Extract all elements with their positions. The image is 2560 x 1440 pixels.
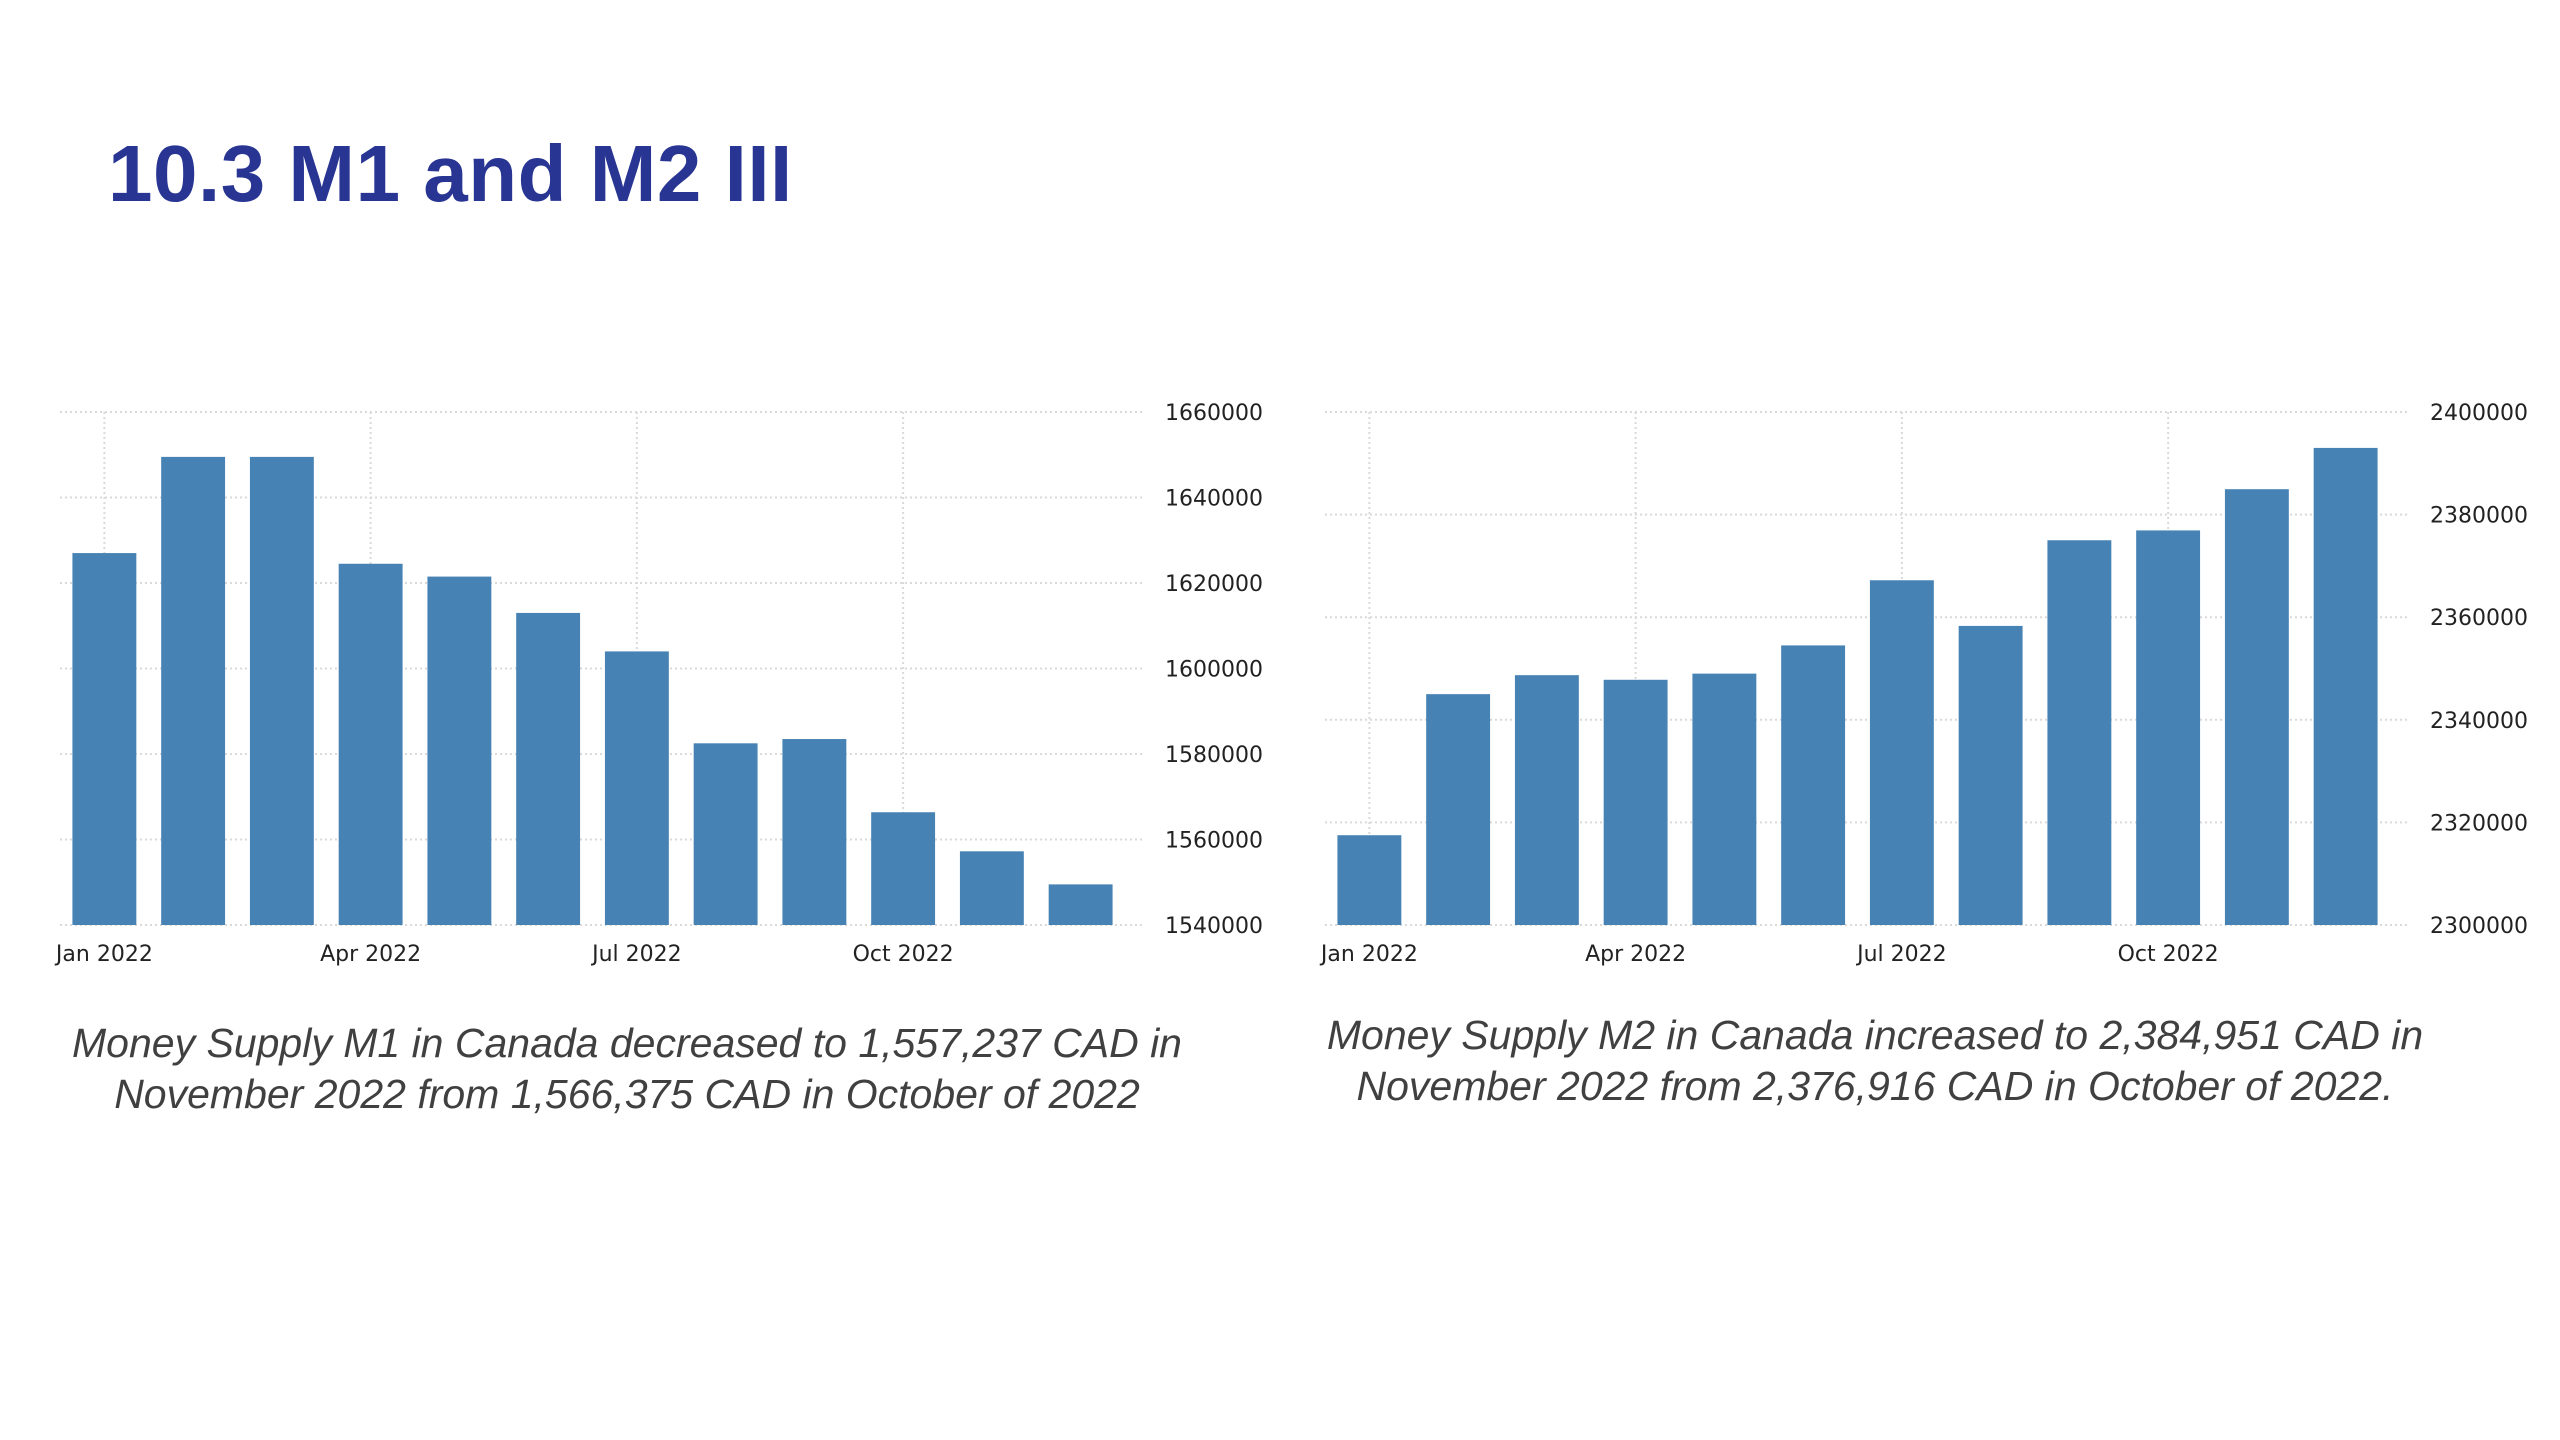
bar: Sep 2022: 1566375 (871, 812, 936, 925)
bar: Jan 2022: 1649500 (161, 456, 226, 925)
y-tick-label: 2340000 (2430, 709, 2528, 734)
bar: Nov 2022: 2384951 (2224, 489, 2289, 925)
bar: Jul 2022: 1582500 (693, 743, 758, 925)
bar: Feb 2022: 2345000 (1426, 694, 1491, 925)
x-tick-label: Jul 2022 (1855, 942, 1947, 967)
x-tick-label: Oct 2022 (853, 942, 954, 967)
bar: Aug 2022: 2358300 (1958, 625, 2023, 925)
bar: Feb 2022: 1649500 (249, 456, 314, 925)
y-tick-label: 1600000 (1165, 658, 1263, 683)
bar: Jun 2022: 2354500 (1781, 645, 1846, 925)
bar: Dec 2022: 2393000 (2313, 447, 2378, 925)
bar: Mar 2022: 2348700 (1514, 675, 1579, 925)
y-tick-label: 1580000 (1165, 743, 1263, 768)
m1-chart-svg: 1540000 1560000 1580000 1600000 1620000 16400… (54, 401, 1263, 967)
bar: Sep 2022: 2375000 (2047, 540, 2112, 925)
m2-chart-svg: 2300000 2320000 2340000 2360000 2380000 24000… (1319, 401, 2528, 967)
bar: Jun 2022: 1604000 (604, 651, 669, 925)
m1-bar-chart: 1540000 1560000 1580000 1600000 1620000 16400… (50, 380, 1290, 980)
bar: Jan 2022: 2317500 (1337, 835, 1402, 925)
y-tick-label: 2300000 (2430, 914, 2528, 939)
bar: Aug 2022: 1583500 (782, 739, 847, 925)
bar: May 2022: 2349000 (1692, 673, 1757, 925)
bar: Apr 2022: 1621500 (427, 576, 492, 925)
bar: May 2022: 1613000 (516, 612, 581, 925)
m2-chart-caption: Money Supply M2 in Canada increased to 2… (1326, 1012, 2424, 1109)
bar: Mar 2022: 1624500 (338, 563, 403, 925)
y-tick-label: 1640000 (1165, 487, 1263, 512)
y-tick-label: 1560000 (1165, 829, 1263, 854)
slide-title: 10.3 M1 and M2 III (108, 129, 793, 218)
bar: Dec 2021: 1627000 (72, 553, 137, 925)
m2-bar-chart: 2300000 2320000 2340000 2360000 2380000 24000… (1315, 380, 2555, 980)
y-tick-label: 2360000 (2430, 606, 2528, 631)
x-tick-label: Apr 2022 (320, 942, 421, 967)
y-tick-label: 2320000 (2430, 811, 2528, 836)
bar: Oct 2022: 1557237 (959, 851, 1024, 925)
bar: Oct 2022: 2376916 (2136, 530, 2201, 925)
x-tick-label: Jan 2022 (54, 942, 153, 967)
y-tick-label: 1620000 (1165, 572, 1263, 597)
bar: Nov 2022: 1549500 (1048, 884, 1113, 925)
y-tick-label: 2400000 (2430, 401, 2528, 426)
x-tick-label: Oct 2022 (2118, 942, 2219, 967)
y-tick-label: 1660000 (1165, 401, 1263, 426)
bar: Jul 2022: 2367200 (1869, 580, 1934, 925)
x-tick-label: Jul 2022 (590, 942, 682, 967)
y-tick-label: 2380000 (2430, 504, 2528, 529)
x-tick-label: Jan 2022 (1319, 942, 1418, 967)
m1-chart-caption: Money Supply M1 in Canada decreased to 1… (72, 1020, 1182, 1117)
x-tick-label: Apr 2022 (1585, 942, 1686, 967)
y-tick-label: 1540000 (1165, 914, 1263, 939)
bar: Apr 2022: 2347800 (1603, 679, 1668, 925)
